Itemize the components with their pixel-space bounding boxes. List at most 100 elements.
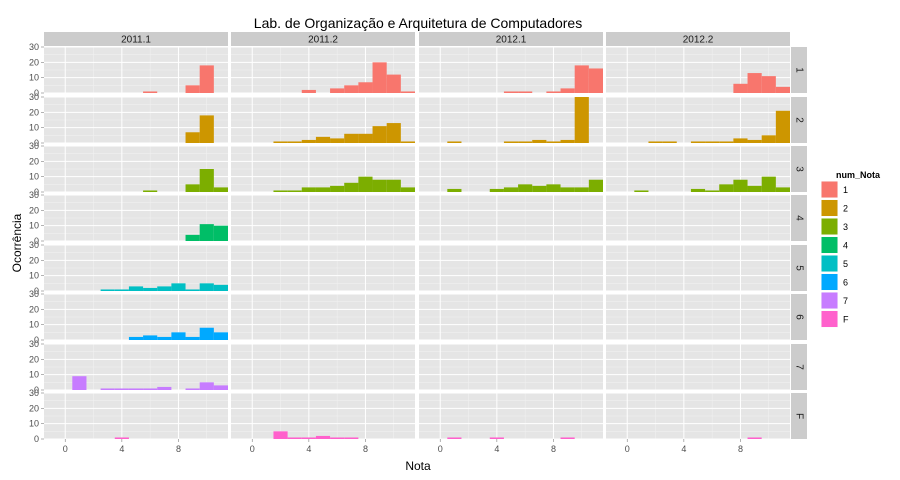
histogram-bar <box>400 91 415 93</box>
y-tick-label: 10 <box>29 172 39 182</box>
histogram-bar <box>287 141 302 143</box>
histogram-bar <box>761 76 776 93</box>
histogram-bar <box>114 388 129 390</box>
histogram-bar <box>315 187 331 192</box>
histogram-bar <box>199 224 214 241</box>
facet-panel <box>419 392 603 440</box>
histogram-bar <box>747 437 762 439</box>
y-tick-label: 0 <box>34 385 39 395</box>
facet-panel <box>606 343 790 391</box>
y-tick-label: 0 <box>34 335 39 345</box>
histogram-bar <box>733 179 748 192</box>
histogram-bar <box>705 141 720 143</box>
histogram-bar <box>386 123 401 143</box>
histogram-bar <box>143 335 158 340</box>
histogram-bar <box>775 110 790 143</box>
histogram-bar <box>128 286 144 291</box>
histogram-bar <box>344 85 359 93</box>
histogram-bar <box>185 388 200 390</box>
facet-panel <box>419 46 603 94</box>
y-tick-label: 0 <box>34 434 39 444</box>
row-strip-label: 1 <box>794 67 805 73</box>
y-tick-label: 20 <box>29 354 39 364</box>
facet-panel <box>231 194 415 242</box>
histogram-bar <box>634 190 649 192</box>
facet-panel <box>606 194 790 242</box>
row-strip-label: 5 <box>794 265 805 271</box>
histogram-bar <box>213 187 228 192</box>
row-strip <box>791 47 807 93</box>
legend-title: num_Nota <box>836 170 881 180</box>
histogram-bar <box>344 437 359 439</box>
histogram-bar <box>518 184 533 192</box>
x-tick-label: 4 <box>306 444 311 454</box>
histogram-bar <box>560 139 575 143</box>
facet-panel <box>231 145 415 193</box>
histogram-bar <box>344 182 359 192</box>
row-strip-label: 6 <box>794 314 805 320</box>
x-tick-label: 4 <box>494 444 499 454</box>
histogram-bar <box>775 187 790 192</box>
legend-swatch <box>821 255 838 272</box>
histogram-bar <box>518 141 533 143</box>
histogram-bar <box>301 437 316 439</box>
row-strip <box>791 97 807 143</box>
y-tick-label: 30 <box>29 92 39 102</box>
histogram-bar <box>532 185 547 192</box>
y-axis-ticks: 0102030010203001020300102030010203001020… <box>29 42 44 444</box>
histogram-bar <box>213 284 228 291</box>
histogram-bar <box>213 332 228 340</box>
row-strip-label: F <box>794 413 805 419</box>
histogram-bar <box>546 141 561 143</box>
histogram-bar <box>503 141 519 143</box>
histogram-bar <box>185 85 200 93</box>
x-tick-label: 0 <box>438 444 443 454</box>
y-tick-label: 10 <box>29 419 39 429</box>
histogram-bar <box>400 187 415 192</box>
y-tick-label: 0 <box>34 187 39 197</box>
chart-title: Lab. de Organização e Arquitetura de Com… <box>254 15 582 31</box>
histogram-bar <box>358 176 373 192</box>
histogram-bar <box>157 286 172 291</box>
row-strip-label: 4 <box>794 215 805 221</box>
histogram-bar <box>287 437 302 439</box>
legend-label: 5 <box>843 259 848 269</box>
histogram-bar <box>705 190 720 192</box>
histogram-bar <box>171 332 186 340</box>
facet-panel <box>44 392 228 440</box>
column-strip-label: 2012.2 <box>683 35 714 46</box>
row-strip <box>791 245 807 291</box>
column-strip <box>44 32 228 46</box>
facet-panel <box>231 343 415 391</box>
x-tick-label: 8 <box>551 444 556 454</box>
x-tick-label: 8 <box>738 444 743 454</box>
histogram-bar <box>143 287 158 291</box>
y-tick-label: 20 <box>29 304 39 314</box>
histogram-bar <box>648 141 663 143</box>
facet-panel <box>606 293 790 341</box>
y-tick-label: 0 <box>34 286 39 296</box>
histogram-bar <box>199 65 214 93</box>
y-tick-label: 30 <box>29 289 39 299</box>
facet-panel <box>419 96 603 144</box>
histogram-bar <box>372 126 387 143</box>
histogram-bar <box>100 289 115 291</box>
histogram-bar <box>690 141 706 143</box>
y-tick-label: 0 <box>34 138 39 148</box>
y-tick-label: 10 <box>29 320 39 330</box>
histogram-bar <box>199 327 214 340</box>
histogram-bar <box>213 385 228 390</box>
histogram-bar <box>761 176 776 192</box>
histogram-bar <box>690 188 706 192</box>
histogram-bar <box>662 141 677 143</box>
histogram-bar <box>273 431 288 439</box>
histogram-bar <box>503 187 519 192</box>
y-tick-label: 10 <box>29 271 39 281</box>
histogram-bar <box>143 190 158 192</box>
histogram-bar <box>273 190 288 192</box>
histogram-bar <box>719 141 734 143</box>
y-tick-label: 20 <box>29 255 39 265</box>
histogram-bar <box>560 88 575 93</box>
y-tick-label: 30 <box>29 190 39 200</box>
y-tick-label: 0 <box>34 236 39 246</box>
